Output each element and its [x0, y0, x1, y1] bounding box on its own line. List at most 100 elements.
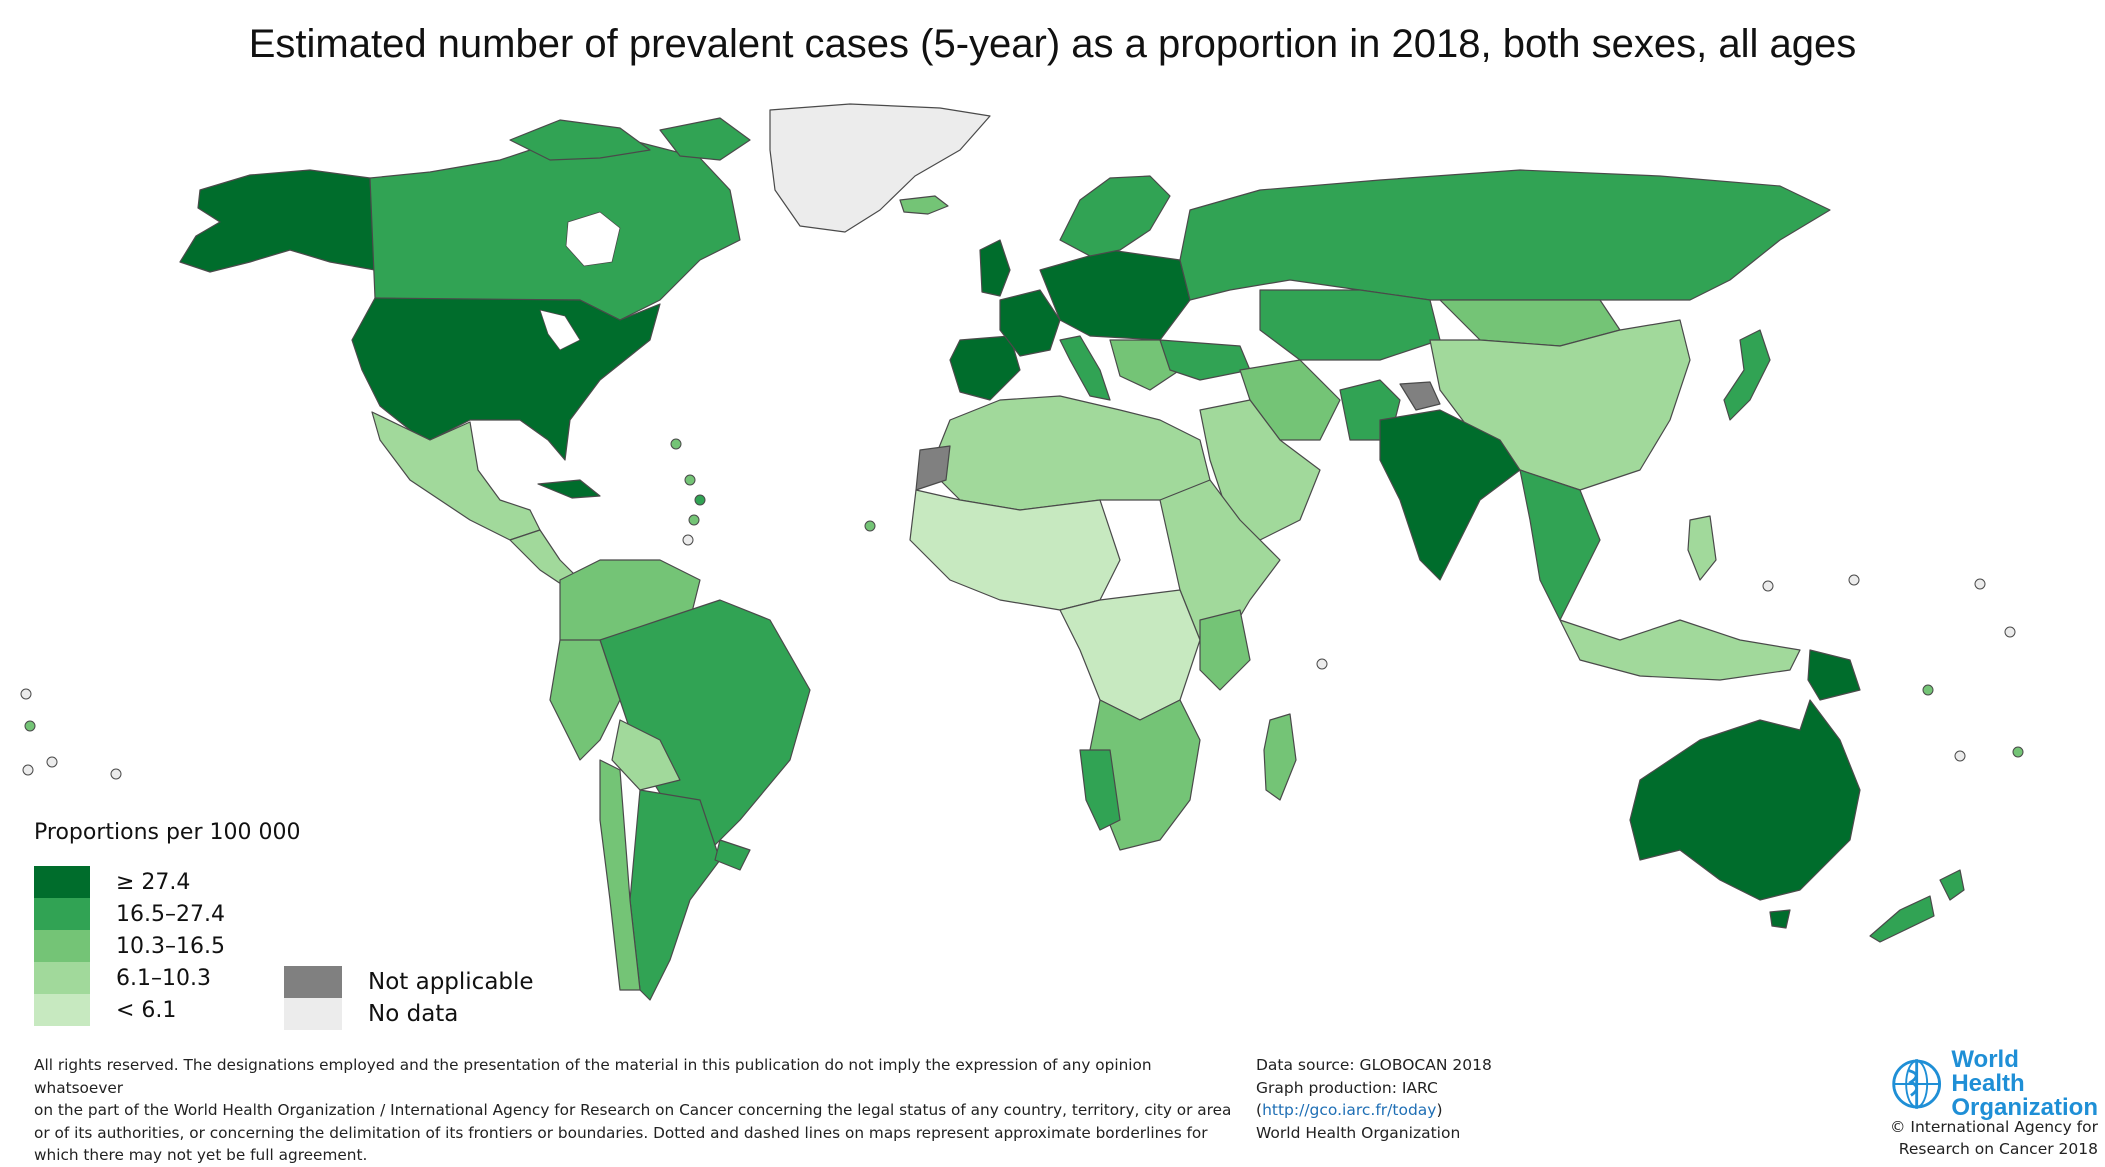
map-title: Estimated number of prevalent cases (5-y…: [248, 22, 1857, 66]
cuba-region: [537, 479, 601, 499]
disclaimer-line: on the part of the World Health Organiza…: [34, 1101, 1232, 1119]
legend-label: 6.1–10.3: [116, 965, 211, 991]
disclaimer-line: which there may not yet be full agreemen…: [34, 1146, 368, 1164]
argentina-region: [629, 789, 721, 1001]
png-region: [1807, 649, 1861, 701]
legend-swatch: [284, 966, 342, 998]
pacific-island-east: [2004, 626, 2016, 638]
pacific-island: [110, 768, 122, 780]
arctic-islands-region-2: [659, 117, 751, 161]
who-wordmark-line: World Health: [1951, 1046, 2025, 1097]
organization: World Health Organization: [1256, 1123, 1461, 1142]
balkans-region: [1109, 339, 1181, 391]
caribbean-island: [670, 438, 682, 450]
tasmania-region: [1769, 909, 1791, 929]
mexico-region: [371, 411, 541, 541]
small-island-markers: [20, 438, 2024, 780]
hudson-bay-water: [565, 211, 621, 267]
link-close-paren: ): [1436, 1101, 1443, 1119]
pacific-island-east: [1848, 574, 1860, 586]
pacific-island: [46, 756, 58, 768]
peru-region: [549, 639, 621, 761]
pacific-island-east: [1922, 684, 1934, 696]
legend-swatch: [284, 998, 342, 1030]
pacific-island-east: [1974, 578, 1986, 590]
namibia-region: [1079, 749, 1121, 831]
caribbean-island: [682, 534, 694, 546]
scandinavia-region: [1059, 175, 1171, 257]
iceland-region: [899, 195, 949, 215]
caribbean-island: [688, 514, 700, 526]
legend-label: ≥ 27.4: [116, 869, 191, 895]
legend-label: < 6.1: [116, 997, 177, 1023]
disclaimer: All rights reserved. The designations em…: [34, 1054, 1234, 1167]
western-sahara-region: [915, 445, 951, 491]
legend-label: Not applicable: [368, 969, 534, 995]
madagascar-region: [1263, 713, 1297, 801]
chile-region: [599, 759, 641, 991]
north-africa-region: [929, 395, 1211, 511]
legend-class-2: 16.5–27.4: [34, 898, 225, 930]
alaska-region: [179, 169, 376, 273]
russia-region: [1179, 169, 1831, 301]
copyright-line: Research on Cancer 2018: [1898, 1140, 2098, 1158]
arabia-region: [1199, 399, 1321, 541]
central-asia-region: [1259, 289, 1441, 361]
southeast-asia-region: [1519, 469, 1601, 621]
legend-swatch: [34, 866, 90, 898]
japan-region: [1723, 329, 1771, 421]
caribbean-island: [684, 474, 696, 486]
legend-swatch: [34, 930, 90, 962]
legend-label: 10.3–16.5: [116, 933, 225, 959]
legend-class-4: 6.1–10.3: [34, 962, 211, 994]
data-source-block: Data source: GLOBOCAN 2018 Graph product…: [1256, 1054, 1492, 1144]
copyright-line: © International Agency for: [1889, 1118, 2098, 1136]
bolivia-region: [611, 719, 681, 791]
philippines-region: [1687, 515, 1717, 581]
who-logo-block: World Health Organization: [1888, 1048, 2098, 1120]
graph-production: Graph production: IARC: [1256, 1078, 1438, 1097]
iberia-region: [949, 335, 1021, 401]
legend-swatch: [34, 994, 90, 1026]
uk-region: [979, 239, 1011, 297]
greenland-region: [769, 103, 991, 233]
legend-label: No data: [368, 1001, 459, 1027]
copyright: © International Agency for Research on C…: [1880, 1116, 2098, 1160]
legend-class-1: ≥ 27.4: [34, 866, 190, 898]
canada-region: [369, 139, 741, 321]
who-emblem-icon: [1892, 1059, 1942, 1109]
pacific-island: [20, 688, 32, 700]
turkey-region: [1159, 339, 1251, 381]
pacific-island-east: [2012, 746, 2024, 758]
central-europe-region: [1039, 249, 1191, 341]
country-regions: [179, 103, 1965, 1001]
new-zealand-region: [1939, 869, 1965, 901]
legend-swatch: [34, 962, 90, 994]
link-open-paren: (: [1256, 1101, 1263, 1119]
pacific-island-east: [1762, 580, 1774, 592]
iarc-link[interactable]: http://gco.iarc.fr/today: [1262, 1101, 1437, 1119]
who-wordmark: World Health Organization: [1951, 1048, 2098, 1120]
disclaimer-line: All rights reserved. The designations em…: [34, 1056, 1152, 1097]
kenya-region: [1199, 609, 1251, 691]
legend-title: Proportions per 100 000: [34, 820, 301, 845]
caribbean-island: [694, 494, 706, 506]
new-zealand-region-2: [1869, 895, 1935, 943]
legend-not-applicable: Not applicable: [284, 966, 534, 998]
uruguay-region: [714, 839, 751, 871]
source-link-line: (http://gco.iarc.fr/today): [1256, 1099, 1492, 1122]
usa-region: [351, 297, 661, 461]
pacific-island: [24, 720, 36, 732]
atlantic-island: [864, 520, 876, 532]
legend-no-data: No data: [284, 998, 458, 1030]
legend-class-5: < 6.1: [34, 994, 176, 1026]
indonesia-region: [1559, 619, 1801, 681]
legend-swatch: [34, 898, 90, 930]
arctic-islands-region: [509, 119, 651, 161]
india-region: [1379, 409, 1521, 581]
kashmir-region: [1399, 381, 1441, 411]
france-region: [999, 289, 1061, 357]
legend-label: 16.5–27.4: [116, 901, 225, 927]
pacific-island: [22, 764, 34, 776]
